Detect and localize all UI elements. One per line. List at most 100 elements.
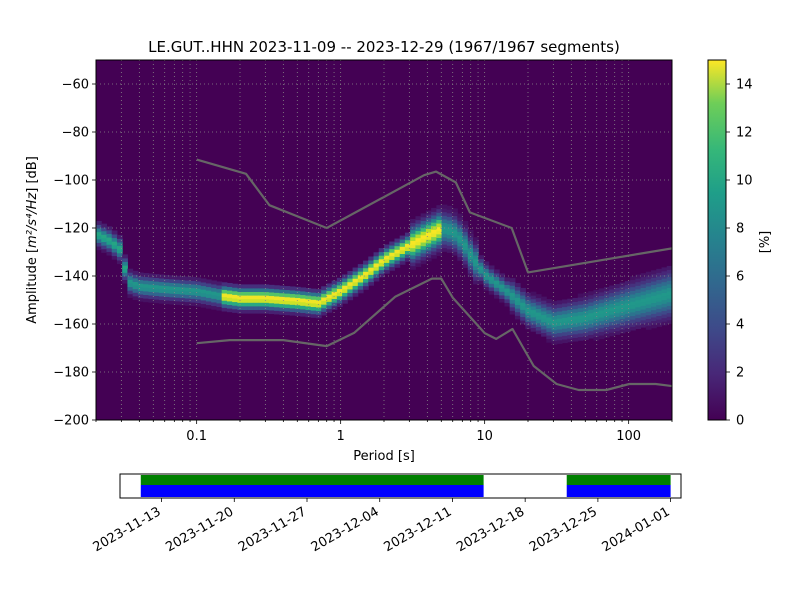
heatmap-cell xyxy=(247,288,254,292)
heatmap-cell xyxy=(431,218,437,223)
heatmap-cell xyxy=(619,314,626,319)
heatmap-cell xyxy=(137,276,144,281)
heatmap-cell xyxy=(363,260,369,265)
heatmap-cell xyxy=(457,220,464,225)
heatmap-cell xyxy=(614,312,621,317)
heatmap-cell xyxy=(551,319,558,324)
grid-lines xyxy=(96,60,672,420)
heatmap-cell xyxy=(624,320,631,325)
heatmap-cell xyxy=(263,284,270,289)
heatmap-cell xyxy=(326,305,333,310)
heatmap-cell xyxy=(415,219,422,224)
heatmap-cell xyxy=(347,281,354,286)
heatmap-cell xyxy=(645,278,652,283)
heatmap-cell xyxy=(551,308,558,313)
heatmap-cell xyxy=(436,205,443,210)
heatmap-cell xyxy=(577,315,584,320)
heatmap-cell xyxy=(284,293,291,298)
heatmap-cell xyxy=(436,219,443,224)
heatmap-cell xyxy=(514,304,521,309)
heatmap-cell xyxy=(137,272,144,277)
heatmap-cell xyxy=(132,288,139,293)
heatmap-cell xyxy=(582,299,589,304)
heatmap-cell xyxy=(551,304,558,309)
heatmap-cell xyxy=(535,301,542,306)
heatmap-cell xyxy=(614,302,621,307)
heatmap-cell xyxy=(577,311,584,316)
heatmap-cell xyxy=(457,235,464,240)
heatmap-cell xyxy=(562,328,568,333)
heatmap-cell xyxy=(441,237,448,242)
heatmap-cell xyxy=(520,309,526,314)
heatmap-cell xyxy=(148,273,155,278)
heatmap-cell xyxy=(546,338,553,343)
heatmap-cell xyxy=(336,299,343,304)
heatmap-cell xyxy=(205,290,212,295)
heatmap-cell xyxy=(609,325,615,330)
heatmap-cell xyxy=(493,273,500,278)
heatmap-cell xyxy=(289,300,296,305)
heatmap-cell xyxy=(645,293,652,298)
heatmap-cell xyxy=(221,285,228,290)
heatmap-cell xyxy=(593,307,600,312)
heatmap-cell xyxy=(630,326,636,331)
heatmap-cell xyxy=(431,243,437,248)
heatmap-cell xyxy=(425,225,432,229)
heatmap-cell xyxy=(614,294,621,299)
heatmap-cell xyxy=(525,325,532,330)
heatmap-cell xyxy=(546,309,553,314)
heatmap-cell xyxy=(556,339,563,344)
heatmap-cell xyxy=(504,280,511,285)
heatmap-cell xyxy=(614,316,621,321)
heatmap-cell xyxy=(509,299,516,304)
heatmap-cell xyxy=(598,331,605,336)
heatmap-cell xyxy=(614,327,621,332)
heatmap-cell xyxy=(425,235,432,240)
heatmap-cell xyxy=(441,204,448,209)
heatmap-cell xyxy=(279,285,286,290)
heatmap-cell xyxy=(347,274,354,279)
heatmap-cell xyxy=(645,296,652,301)
heatmap-cell xyxy=(478,273,484,278)
heatmap-cell xyxy=(666,273,672,278)
heatmap-cell xyxy=(242,288,249,292)
heatmap-cell xyxy=(446,209,453,214)
heatmap-cell xyxy=(661,285,668,290)
heatmap-cell xyxy=(619,325,626,330)
heatmap-cell xyxy=(582,292,589,297)
heatmap-cell xyxy=(582,317,589,322)
heatmap-cell xyxy=(609,303,615,308)
heatmap-cell xyxy=(630,315,636,320)
heatmap-cell xyxy=(473,280,479,285)
heatmap-cell xyxy=(572,326,579,331)
heatmap-cell xyxy=(467,273,474,278)
heatmap-cell xyxy=(567,316,574,321)
heatmap-cell xyxy=(404,239,411,244)
heatmap-cell xyxy=(258,309,265,314)
heatmap-cell xyxy=(153,292,160,296)
heatmap-cell xyxy=(310,306,317,311)
heatmap-cell xyxy=(122,254,128,259)
x-tick-label: 0.1 xyxy=(186,429,207,444)
heatmap-cell xyxy=(143,283,149,288)
heatmap-cell xyxy=(603,330,610,335)
heatmap-cell xyxy=(567,313,574,318)
heatmap-cell xyxy=(263,298,270,303)
heatmap-cell xyxy=(310,310,317,315)
heatmap-cell xyxy=(363,271,369,276)
heatmap-cell xyxy=(457,245,464,250)
heatmap-cell xyxy=(116,252,123,257)
heatmap-cell xyxy=(499,280,505,285)
heatmap-cell xyxy=(336,295,343,300)
heatmap-cell xyxy=(305,309,312,314)
heatmap-cell xyxy=(169,278,176,283)
heatmap-cell xyxy=(185,298,191,303)
heatmap-cell xyxy=(384,269,390,274)
heatmap-cell xyxy=(635,325,642,330)
heatmap-cell xyxy=(174,286,181,291)
heatmap-cell xyxy=(420,227,427,232)
heatmap-cell xyxy=(410,258,416,263)
heatmap-cell xyxy=(169,275,176,280)
heatmap-cell xyxy=(630,279,636,284)
heatmap-cell xyxy=(624,281,631,286)
